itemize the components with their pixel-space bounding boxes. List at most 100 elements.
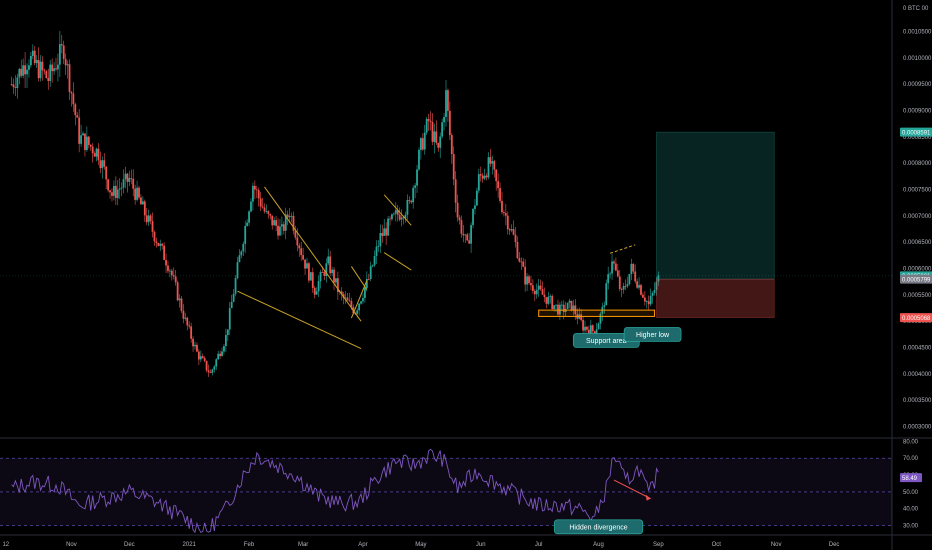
candle-body[interactable] — [196, 344, 198, 352]
candle-body[interactable] — [412, 187, 415, 203]
candle-body[interactable] — [566, 302, 569, 309]
candle-body[interactable] — [282, 224, 285, 231]
candle-body[interactable] — [562, 304, 565, 312]
candle-body[interactable] — [89, 144, 92, 147]
candle-body[interactable] — [286, 214, 289, 218]
candle-body[interactable] — [51, 64, 54, 72]
candle-body[interactable] — [584, 326, 586, 331]
candle-body[interactable] — [182, 310, 185, 319]
candle-body[interactable] — [116, 189, 119, 199]
candle-body[interactable] — [72, 93, 75, 105]
price-scale[interactable]: 0 BTC 00 0.0003000 0.0003500 0.0004000 0.00… — [900, 6, 932, 430]
candle-body[interactable] — [342, 294, 345, 299]
candle-body[interactable] — [607, 274, 610, 284]
candle-body[interactable] — [427, 119, 430, 121]
candle-body[interactable] — [296, 237, 299, 246]
candle-body[interactable] — [76, 115, 79, 118]
candle-body[interactable] — [418, 149, 420, 170]
candle-body[interactable] — [118, 188, 121, 190]
candle-body[interactable] — [365, 278, 368, 288]
candle-body[interactable] — [16, 77, 19, 88]
candle-body[interactable] — [531, 285, 534, 291]
candle-body[interactable] — [433, 131, 436, 142]
falling-wedge-line[interactable] — [237, 290, 362, 350]
candle-body[interactable] — [298, 245, 301, 249]
candle-body[interactable] — [55, 68, 57, 70]
candle-body[interactable] — [252, 185, 254, 202]
candle-body[interactable] — [236, 262, 239, 279]
candle-body[interactable] — [308, 263, 310, 281]
candle-body[interactable] — [230, 301, 233, 309]
candle-body[interactable] — [172, 275, 175, 277]
candle-body[interactable] — [458, 217, 461, 221]
candle-body[interactable] — [224, 335, 227, 347]
candle-body[interactable] — [611, 261, 613, 274]
candle-body[interactable] — [311, 272, 314, 289]
candle-body[interactable] — [504, 213, 507, 216]
candle-body[interactable] — [389, 218, 391, 220]
candle-body[interactable] — [616, 270, 619, 277]
candle-body[interactable] — [626, 284, 629, 287]
candle-body[interactable] — [205, 360, 208, 371]
candle-body[interactable] — [197, 351, 200, 360]
candle-body[interactable] — [151, 221, 154, 232]
candle-body[interactable] — [493, 161, 496, 170]
candle-body[interactable] — [134, 188, 137, 200]
candle-body[interactable] — [138, 187, 140, 198]
candle-body[interactable] — [178, 298, 181, 301]
candle-body[interactable] — [640, 285, 642, 295]
candle-body[interactable] — [85, 136, 88, 150]
candle-body[interactable] — [587, 329, 590, 335]
candle-body[interactable] — [43, 70, 46, 72]
candle-body[interactable] — [99, 160, 102, 169]
candle-body[interactable] — [82, 133, 84, 136]
candle-body[interactable] — [271, 215, 274, 226]
candle-body[interactable] — [28, 65, 30, 70]
candle-body[interactable] — [373, 255, 376, 266]
candle-body[interactable] — [613, 261, 615, 264]
candle-body[interactable] — [586, 326, 588, 330]
candle-body[interactable] — [26, 69, 28, 75]
candle-body[interactable] — [491, 161, 494, 164]
candle-body[interactable] — [242, 243, 245, 252]
candle-body[interactable] — [452, 154, 455, 180]
candle-body[interactable] — [622, 286, 625, 290]
candle-body[interactable] — [22, 65, 25, 76]
candle-body[interactable] — [553, 305, 556, 310]
candle-body[interactable] — [176, 282, 179, 301]
candle-body[interactable] — [226, 329, 229, 336]
candle-body[interactable] — [477, 174, 480, 191]
candle-body[interactable] — [404, 214, 407, 219]
candle-body[interactable] — [398, 214, 401, 220]
candle-body[interactable] — [292, 215, 295, 231]
candle-body[interactable] — [192, 338, 194, 347]
candle-body[interactable] — [589, 325, 592, 335]
candle-body[interactable] — [547, 296, 550, 304]
candle-body[interactable] — [219, 353, 222, 357]
candle-body[interactable] — [213, 366, 216, 370]
candle-body[interactable] — [261, 206, 264, 208]
candle-body[interactable] — [638, 285, 640, 288]
flag-line[interactable] — [383, 194, 412, 226]
candle-body[interactable] — [522, 261, 525, 267]
candle-body[interactable] — [145, 215, 148, 223]
candle-body[interactable] — [649, 295, 652, 305]
candle-body[interactable] — [510, 229, 513, 231]
candle-body[interactable] — [95, 148, 98, 157]
candle-body[interactable] — [414, 185, 417, 188]
candle-body[interactable] — [223, 346, 225, 352]
candle-body[interactable] — [609, 273, 612, 275]
candle-body[interactable] — [526, 276, 528, 285]
april-wedge-line[interactable] — [350, 266, 368, 290]
candle-body[interactable] — [423, 132, 426, 150]
candle-body[interactable] — [443, 116, 445, 123]
candle-body[interactable] — [114, 185, 117, 199]
drawing-layer[interactable] — [0, 131, 892, 350]
candle-body[interactable] — [520, 261, 523, 263]
candle-body[interactable] — [535, 289, 538, 295]
candle-body[interactable] — [470, 225, 472, 244]
candle-body[interactable] — [29, 55, 32, 66]
candle-body[interactable] — [356, 310, 359, 314]
candle-body[interactable] — [300, 248, 303, 256]
